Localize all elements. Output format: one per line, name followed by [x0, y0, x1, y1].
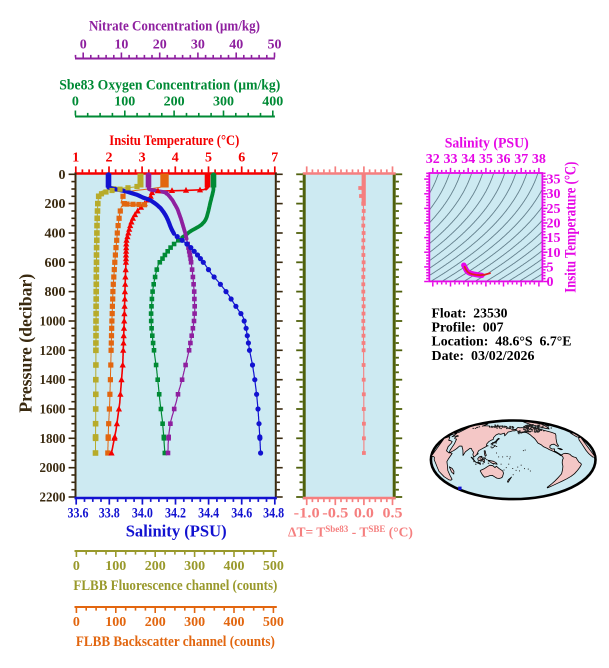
svg-text:Pressure (decibar): Pressure (decibar) [16, 274, 36, 413]
svg-text:-0.5: -0.5 [322, 506, 348, 522]
svg-text:5: 5 [205, 151, 212, 166]
svg-text:4: 4 [172, 151, 179, 166]
svg-text:500: 500 [263, 615, 284, 630]
svg-text:36: 36 [497, 152, 511, 167]
svg-text:400: 400 [45, 227, 66, 242]
svg-text:Insitu Temperature (°C): Insitu Temperature (°C) [563, 162, 580, 293]
svg-text:0: 0 [59, 168, 66, 183]
svg-text:33.6: 33.6 [68, 506, 89, 522]
svg-text:300: 300 [213, 95, 234, 110]
svg-text:Salinity (PSU): Salinity (PSU) [126, 522, 227, 541]
svg-text:37: 37 [514, 152, 528, 167]
svg-text:1800: 1800 [40, 432, 66, 447]
svg-text:34.4: 34.4 [198, 506, 219, 522]
svg-text:400: 400 [224, 615, 245, 630]
svg-text:Location: 48.6°S 6.7°E: Location: 48.6°S 6.7°E [432, 335, 572, 350]
svg-text:20: 20 [153, 38, 167, 53]
svg-text:1200: 1200 [40, 344, 66, 359]
svg-text:Profile: 007: Profile: 007 [432, 321, 504, 336]
svg-text:ΔT= TSbe83 - TSBE (°C): ΔT= TSbe83 - TSBE (°C) [288, 524, 413, 540]
svg-text:0.5: 0.5 [383, 506, 403, 522]
svg-text:1000: 1000 [40, 315, 66, 330]
svg-text:30: 30 [547, 187, 561, 202]
svg-text:Float: 23530: Float: 23530 [432, 306, 508, 321]
svg-text:500: 500 [263, 559, 284, 574]
svg-text:2000: 2000 [40, 461, 66, 476]
svg-text:33.8: 33.8 [99, 506, 120, 522]
svg-text:30: 30 [191, 38, 205, 53]
svg-text:2200: 2200 [40, 491, 66, 506]
svg-text:1: 1 [72, 151, 79, 166]
svg-text:FLBB Backscatter channel (coun: FLBB Backscatter channel (counts) [76, 634, 275, 650]
svg-text:25: 25 [547, 202, 561, 217]
svg-text:FLBB Fluorescence channel (cou: FLBB Fluorescence channel (counts) [73, 578, 277, 594]
svg-text:1400: 1400 [40, 373, 66, 388]
svg-text:Salinity (PSU): Salinity (PSU) [445, 136, 529, 152]
svg-text:20: 20 [547, 217, 561, 232]
svg-text:3: 3 [139, 151, 146, 166]
svg-text:0: 0 [72, 95, 79, 110]
svg-text:300: 300 [184, 615, 205, 630]
svg-text:800: 800 [45, 285, 66, 300]
svg-text:Sbe83 Oxygen Concentration (µm: Sbe83 Oxygen Concentration (µm/kg) [59, 78, 280, 94]
svg-text:0.0: 0.0 [354, 506, 374, 522]
svg-text:38: 38 [532, 152, 546, 167]
svg-text:6: 6 [238, 151, 245, 166]
svg-text:34.2: 34.2 [165, 506, 186, 522]
svg-text:5: 5 [547, 260, 554, 275]
svg-text:0: 0 [547, 275, 554, 290]
svg-text:Nitrate Concentration (µm/kg): Nitrate Concentration (µm/kg) [89, 19, 260, 35]
svg-text:34.8: 34.8 [263, 506, 284, 522]
svg-text:7: 7 [271, 151, 278, 166]
svg-text:35: 35 [547, 173, 561, 188]
svg-text:600: 600 [45, 256, 66, 271]
svg-text:34: 34 [461, 152, 475, 167]
svg-text:34.6: 34.6 [231, 506, 252, 522]
svg-text:10: 10 [114, 38, 128, 53]
svg-text:200: 200 [145, 559, 166, 574]
svg-text:-1.0: -1.0 [294, 506, 320, 522]
svg-text:0: 0 [73, 559, 80, 574]
svg-text:32: 32 [426, 152, 440, 167]
svg-text:0: 0 [73, 615, 80, 630]
svg-text:100: 100 [105, 615, 126, 630]
svg-text:50: 50 [268, 38, 282, 53]
svg-text:400: 400 [262, 95, 283, 110]
svg-text:33: 33 [444, 152, 458, 167]
svg-text:200: 200 [164, 95, 185, 110]
svg-text:Insitu Temperature (°C): Insitu Temperature (°C) [109, 133, 239, 149]
svg-text:100: 100 [114, 95, 135, 110]
svg-text:300: 300 [184, 559, 205, 574]
svg-text:400: 400 [224, 559, 245, 574]
svg-text:10: 10 [547, 246, 561, 261]
svg-text:200: 200 [145, 615, 166, 630]
svg-text:40: 40 [229, 38, 243, 53]
svg-text:15: 15 [547, 231, 561, 246]
svg-text:35: 35 [479, 152, 493, 167]
svg-text:1600: 1600 [40, 403, 66, 418]
svg-text:200: 200 [45, 197, 66, 212]
svg-text:100: 100 [105, 559, 126, 574]
svg-text:Date: 03/02/2026: Date: 03/02/2026 [432, 349, 535, 364]
svg-text:2: 2 [106, 151, 113, 166]
svg-text:34.0: 34.0 [132, 506, 153, 522]
svg-text:0: 0 [80, 38, 87, 53]
